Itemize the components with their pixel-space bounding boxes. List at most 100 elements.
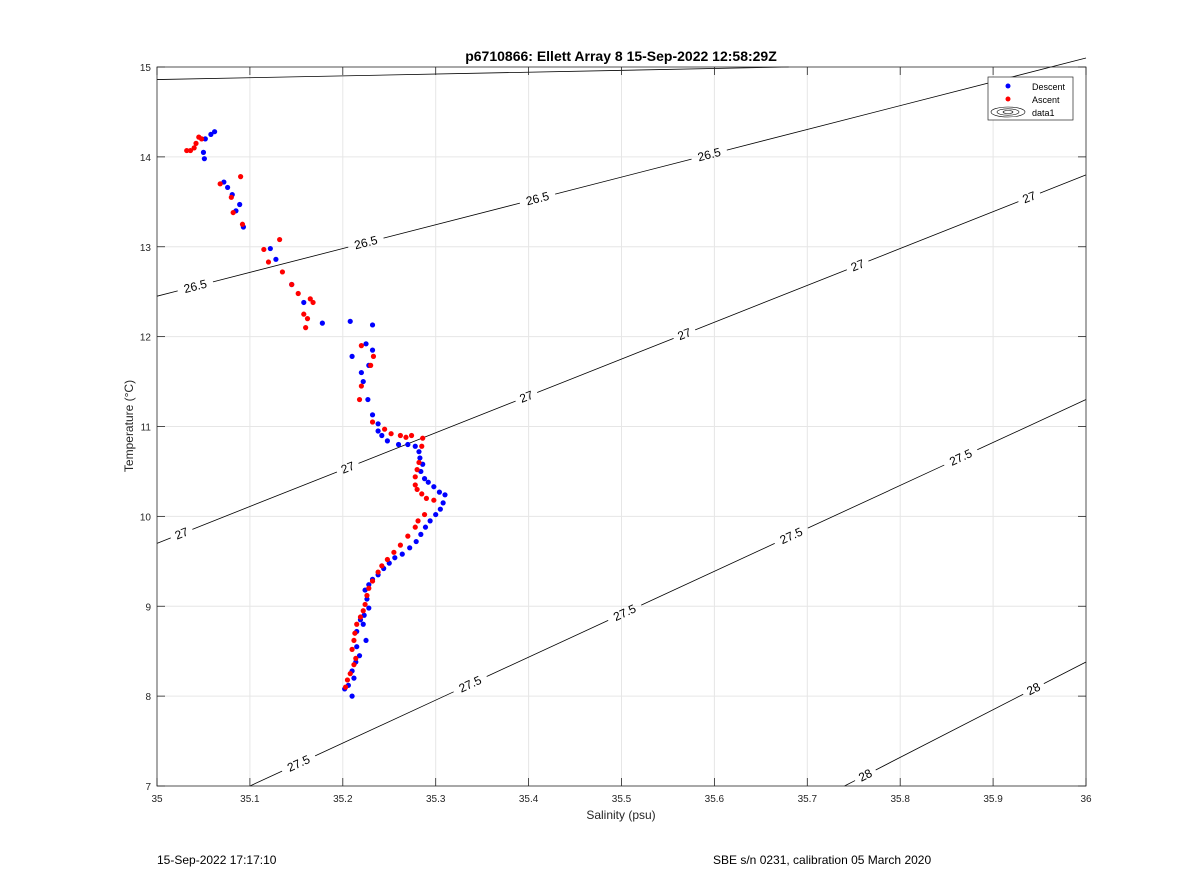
- data-point-ascent: [295, 290, 301, 297]
- data-point-ascent: [375, 569, 381, 575]
- axis-ticks: 35 35.1 35.2 35.3 35.4 35.5 35.6 35.7 35.8 35.9 36…: [140, 63, 1092, 805]
- density-contour-line: [875, 693, 1024, 771]
- data-point-descent: [360, 378, 366, 385]
- data-point-descent: [436, 489, 443, 495]
- data-point-descent: [349, 353, 355, 359]
- data-point-descent: [366, 582, 372, 588]
- data-point-ascent: [351, 637, 357, 644]
- data-point-ascent: [228, 194, 234, 200]
- data-point-ascent: [382, 426, 388, 432]
- data-point-ascent: [193, 140, 199, 146]
- data-point-ascent: [238, 174, 244, 180]
- y-tick-label: 9: [145, 602, 151, 613]
- density-contour-line: [537, 338, 674, 393]
- data-point-ascent: [415, 518, 421, 524]
- data-point-descent: [422, 524, 429, 530]
- data-point-descent: [237, 201, 243, 208]
- density-contour-line: [807, 464, 945, 529]
- data-point-ascent: [412, 524, 418, 530]
- data-point-descent: [200, 149, 207, 155]
- data-point-ascent: [403, 434, 409, 440]
- data-point-descent: [427, 518, 433, 524]
- data-point-descent: [369, 347, 376, 353]
- density-contours: 26.526.526.526.527272727272727.527.527.5…: [156, 57, 1087, 787]
- contour-label: 26.5: [353, 233, 379, 252]
- x-tick-label: 35: [151, 794, 163, 805]
- legend: Descent Ascent data1: [987, 76, 1074, 121]
- data-point-descent: [413, 538, 419, 545]
- data-point-ascent: [357, 614, 364, 620]
- x-tick-label: 35.2: [333, 794, 353, 805]
- data-point-descent: [301, 299, 307, 306]
- data-point-descent: [442, 492, 448, 498]
- contour-label: 27: [339, 459, 357, 477]
- data-point-ascent: [412, 482, 418, 488]
- data-point-ascent: [358, 343, 364, 349]
- footer-timestamp: 15-Sep-2022 17:17:10: [157, 853, 277, 867]
- y-tick-label: 14: [140, 153, 152, 164]
- x-tick-label: 35.5: [612, 794, 632, 805]
- density-contour-line: [156, 537, 171, 544]
- density-contour-line: [977, 399, 1087, 451]
- data-point-descent: [395, 441, 402, 448]
- data-point-descent: [369, 412, 376, 418]
- series-ascent: [184, 134, 437, 690]
- contour-label: 26.5: [524, 189, 550, 208]
- density-contour-line: [844, 780, 856, 787]
- data-point-ascent: [391, 549, 397, 555]
- data-point-descent: [225, 184, 231, 191]
- x-axis-label: Salinity (psu): [586, 808, 655, 822]
- data-point-ascent: [397, 432, 403, 439]
- density-contour-line: [192, 471, 338, 530]
- data-point-ascent: [347, 671, 353, 677]
- density-contour-line: [726, 57, 1087, 151]
- y-axis-label: Temperature (°C): [122, 380, 136, 472]
- data-point-descent: [351, 675, 357, 681]
- data-point-ascent: [358, 383, 364, 389]
- data-point-ascent: [354, 621, 360, 627]
- data-point-ascent: [349, 646, 355, 652]
- x-tick-label: 36: [1080, 794, 1092, 805]
- data-point-descent: [319, 320, 325, 326]
- y-tick-label: 13: [140, 243, 152, 254]
- data-point-ascent: [421, 511, 428, 518]
- data-point-ascent: [360, 608, 366, 614]
- data-point-ascent: [362, 601, 368, 608]
- legend-marker-ascent: [1005, 96, 1011, 102]
- data-point-descent: [356, 653, 363, 659]
- data-point-ascent: [388, 431, 394, 437]
- x-tick-label: 35.8: [890, 794, 910, 805]
- density-contour-line: [641, 543, 775, 606]
- data-point-ascent: [187, 147, 194, 154]
- data-point-ascent: [423, 495, 430, 501]
- data-point-ascent: [414, 467, 420, 473]
- data-point-ascent: [366, 585, 372, 591]
- contour-label: 26.5: [696, 145, 722, 164]
- data-point-descent: [365, 396, 371, 403]
- data-point-ascent: [279, 269, 286, 275]
- data-point-descent: [407, 545, 413, 551]
- data-point-ascent: [369, 419, 376, 425]
- density-contour-line: [156, 290, 178, 297]
- data-point-descent: [201, 156, 207, 162]
- data-point-ascent: [198, 136, 205, 142]
- data-point-descent: [363, 341, 369, 347]
- x-tick-label: 35.3: [426, 794, 446, 805]
- y-tick-label: 12: [140, 333, 152, 344]
- data-point-ascent: [265, 259, 272, 265]
- data-point-descent: [208, 131, 214, 138]
- data-point-descent: [369, 322, 376, 328]
- y-tick-label: 8: [145, 692, 151, 703]
- y-tick-label: 15: [140, 63, 152, 74]
- contour-label: 28: [856, 766, 875, 785]
- data-point-descent: [360, 621, 366, 627]
- density-contour-line: [249, 770, 283, 787]
- legend-marker-descent: [1005, 83, 1011, 89]
- data-point-ascent: [379, 563, 385, 569]
- y-tick-label: 11: [141, 423, 152, 434]
- data-point-descent: [440, 500, 446, 506]
- legend-label-data1: data1: [1032, 108, 1055, 118]
- data-point-descent: [384, 438, 390, 444]
- data-point-ascent: [353, 655, 359, 661]
